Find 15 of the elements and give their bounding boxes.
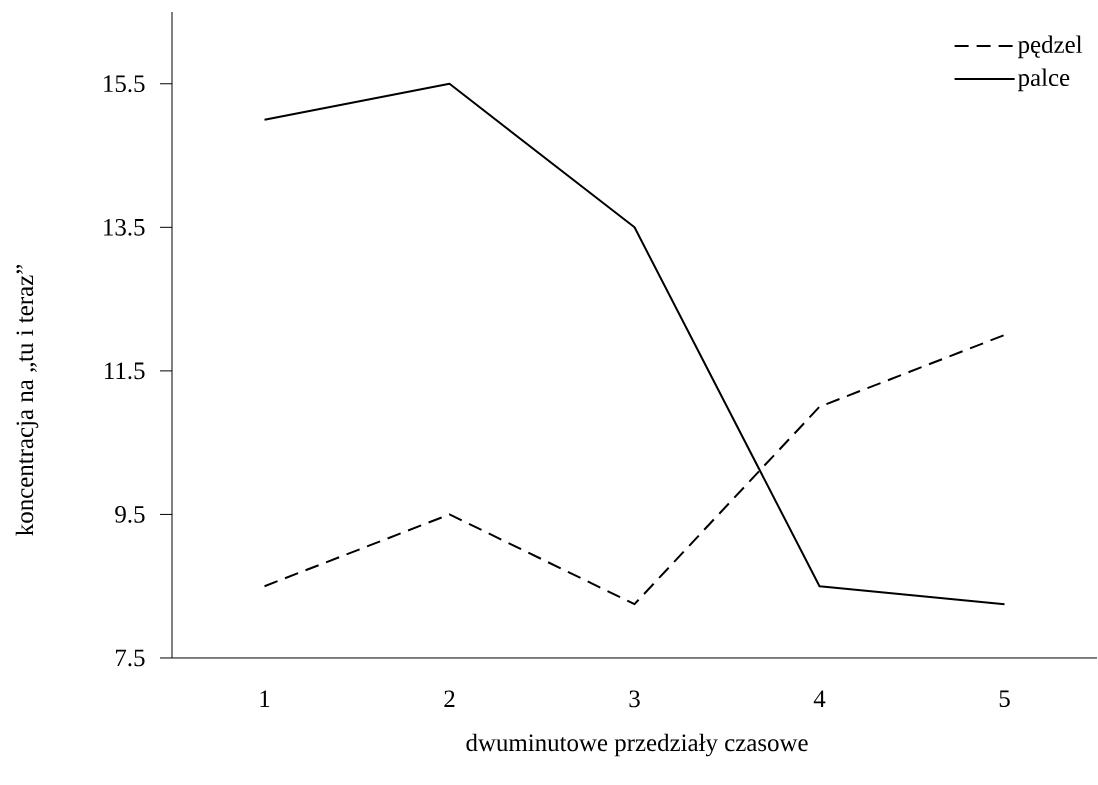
x-tick-label: 4	[813, 690, 826, 707]
legend-label: palce	[1018, 68, 1070, 92]
x-tick-label: 2	[444, 690, 455, 707]
x-tick-label: 1	[260, 690, 270, 707]
y-axis-title: koncentracja na „tu i teraz”	[15, 264, 39, 536]
y-tick-label: 15.5	[104, 75, 145, 93]
y-tick-label: 13.5	[104, 218, 145, 236]
legend-label: pędzel	[1018, 35, 1083, 59]
x-tick-label: 5	[999, 690, 1010, 708]
x-axis-title: dwuminutowe przedziały czasowe	[466, 733, 808, 757]
line-series	[263, 82, 1006, 606]
y-tick-label: 7.5	[116, 649, 145, 667]
y-tick-label: 11.5	[105, 362, 145, 380]
y-tick-label: 9.5	[115, 506, 145, 523]
x-tick-label: 3	[629, 690, 640, 708]
